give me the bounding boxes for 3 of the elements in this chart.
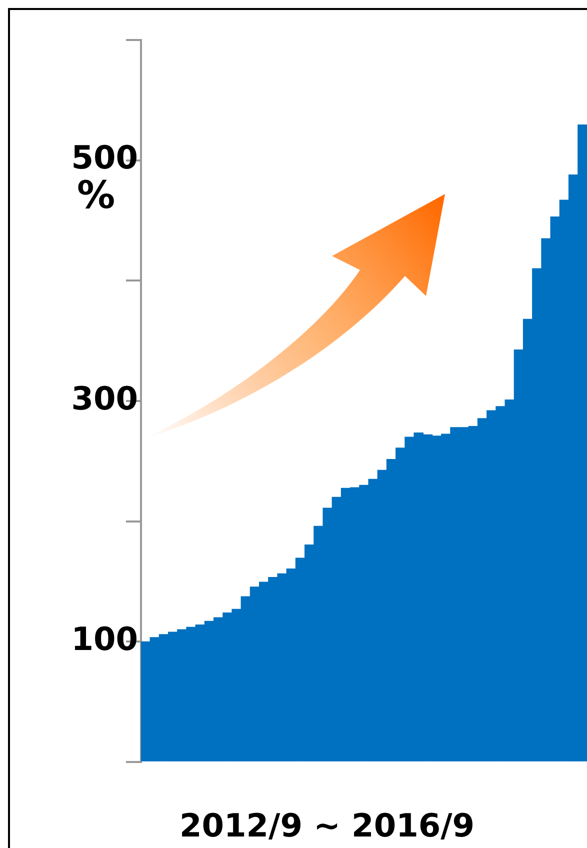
x-axis-title: 2012/9 ~ 2016/9 (179, 806, 475, 844)
y-tick-label: 300 (71, 379, 138, 418)
y-tick-label: 100 (71, 620, 138, 658)
